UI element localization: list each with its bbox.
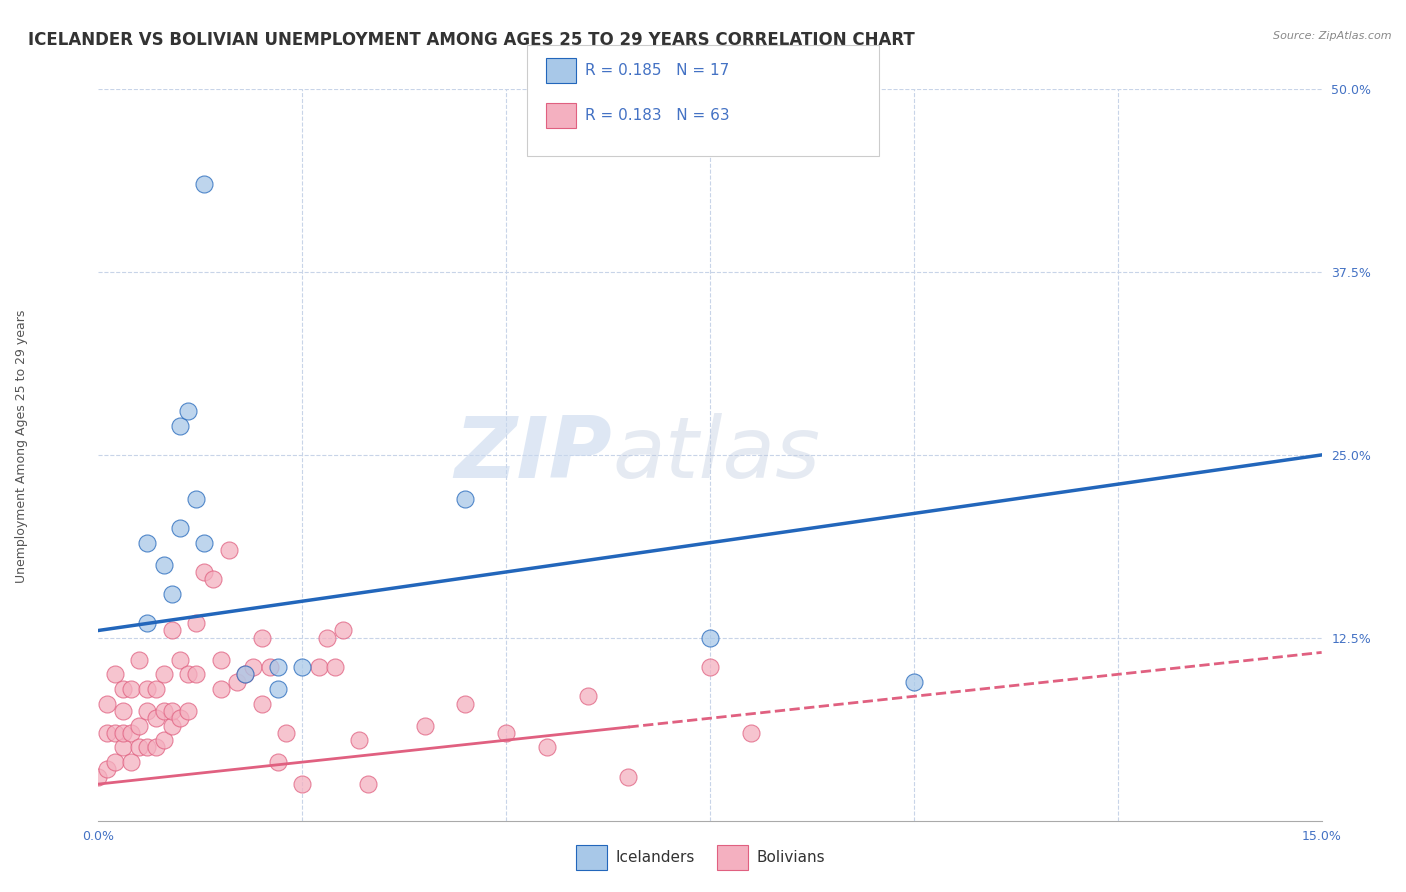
Point xyxy=(111,681,134,696)
Point xyxy=(903,674,925,689)
Point xyxy=(349,733,371,747)
Point xyxy=(209,653,232,667)
Point xyxy=(169,521,191,535)
Point xyxy=(128,718,150,732)
Point xyxy=(332,624,354,638)
Point xyxy=(186,491,208,506)
Point xyxy=(111,726,134,740)
Point xyxy=(250,631,273,645)
Point xyxy=(193,178,215,192)
Point xyxy=(104,726,127,740)
Point xyxy=(128,653,150,667)
Point xyxy=(250,697,273,711)
Point xyxy=(152,704,174,718)
Point xyxy=(169,418,191,433)
Text: Icelanders: Icelanders xyxy=(616,850,695,864)
Point xyxy=(120,726,142,740)
Point xyxy=(201,572,224,586)
Point xyxy=(495,726,517,740)
Point xyxy=(152,558,174,572)
Point xyxy=(259,660,281,674)
Point xyxy=(454,697,477,711)
Point xyxy=(233,667,256,681)
Point xyxy=(169,653,191,667)
Point xyxy=(160,624,183,638)
Point xyxy=(218,543,240,558)
Point xyxy=(740,726,762,740)
Point xyxy=(136,704,159,718)
Text: R = 0.185   N = 17: R = 0.185 N = 17 xyxy=(585,63,730,78)
Text: Unemployment Among Ages 25 to 29 years: Unemployment Among Ages 25 to 29 years xyxy=(14,310,28,582)
Text: ZIP: ZIP xyxy=(454,413,612,497)
Point xyxy=(96,763,118,777)
Point xyxy=(160,718,183,732)
Point xyxy=(111,740,134,755)
Point xyxy=(291,660,314,674)
Point xyxy=(136,740,159,755)
Point xyxy=(111,704,134,718)
Point xyxy=(96,726,118,740)
Point xyxy=(145,681,167,696)
Point xyxy=(209,681,232,696)
Point xyxy=(308,660,330,674)
Point xyxy=(145,711,167,725)
Point xyxy=(226,674,249,689)
Point xyxy=(160,704,183,718)
Point xyxy=(160,587,183,601)
Text: ICELANDER VS BOLIVIAN UNEMPLOYMENT AMONG AGES 25 TO 29 YEARS CORRELATION CHART: ICELANDER VS BOLIVIAN UNEMPLOYMENT AMONG… xyxy=(28,31,915,49)
Text: R = 0.183   N = 63: R = 0.183 N = 63 xyxy=(585,108,730,122)
Text: atlas: atlas xyxy=(612,413,820,497)
Point xyxy=(186,667,208,681)
Point xyxy=(274,726,297,740)
Point xyxy=(177,404,200,418)
Point xyxy=(267,660,290,674)
Text: Bolivians: Bolivians xyxy=(756,850,825,864)
Point xyxy=(413,718,436,732)
Point xyxy=(267,681,290,696)
Point xyxy=(323,660,346,674)
Point xyxy=(104,755,127,769)
Point xyxy=(536,740,558,755)
Point xyxy=(136,535,159,549)
Point xyxy=(136,616,159,631)
Point xyxy=(96,697,118,711)
Point xyxy=(177,704,200,718)
Point xyxy=(315,631,337,645)
Text: Source: ZipAtlas.com: Source: ZipAtlas.com xyxy=(1274,31,1392,41)
Point xyxy=(267,755,290,769)
Point xyxy=(136,681,159,696)
Point xyxy=(104,667,127,681)
Point xyxy=(356,777,378,791)
Point xyxy=(193,535,215,549)
Point xyxy=(152,667,174,681)
Point xyxy=(120,681,142,696)
Point xyxy=(291,777,314,791)
Point xyxy=(699,660,721,674)
Point xyxy=(576,690,599,704)
Point xyxy=(193,565,215,579)
Point xyxy=(145,740,167,755)
Point xyxy=(233,667,256,681)
Point xyxy=(169,711,191,725)
Point xyxy=(186,616,208,631)
Point xyxy=(699,631,721,645)
Point xyxy=(152,733,174,747)
Point xyxy=(128,740,150,755)
Point xyxy=(454,491,477,506)
Point xyxy=(120,755,142,769)
Point xyxy=(177,667,200,681)
Point xyxy=(242,660,264,674)
Point xyxy=(87,770,110,784)
Point xyxy=(617,770,640,784)
